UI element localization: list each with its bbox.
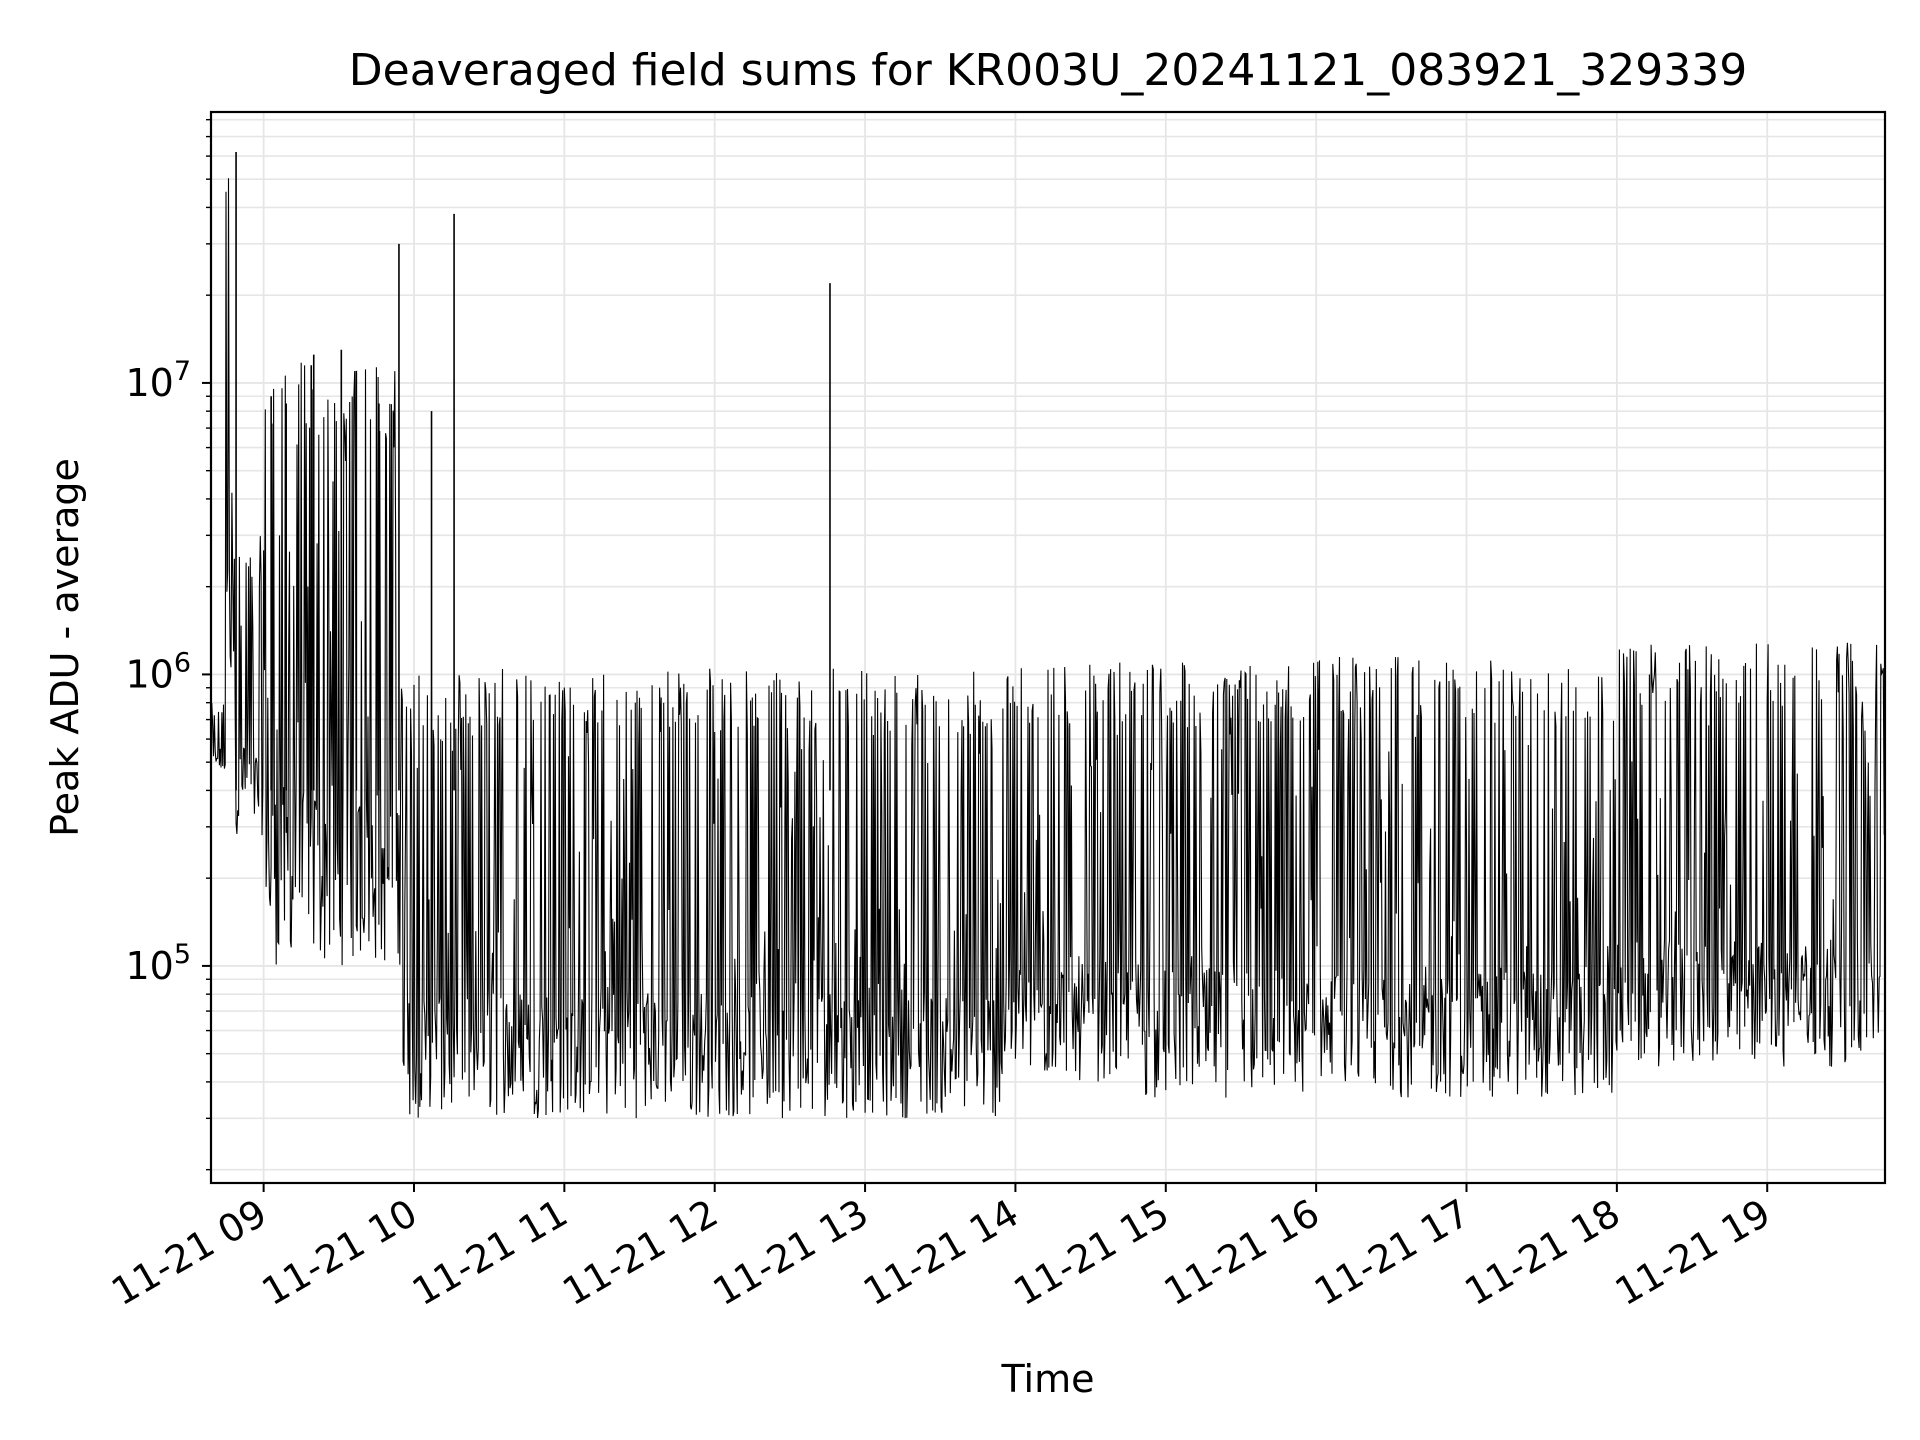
- data-layer: [211, 151, 1885, 1119]
- chart-title: Deaveraged field sums for KR003U_2024112…: [349, 45, 1747, 96]
- plot-frame: [209, 110, 1887, 1185]
- y-axis-label: Peak ADU - average: [43, 458, 87, 837]
- x-axis-label: Time: [1001, 1357, 1095, 1401]
- y-tick-label: 105: [125, 939, 191, 988]
- series-line: [211, 178, 1885, 1119]
- y-tick-label: 106: [125, 647, 191, 696]
- y-tick-label: 107: [125, 356, 191, 405]
